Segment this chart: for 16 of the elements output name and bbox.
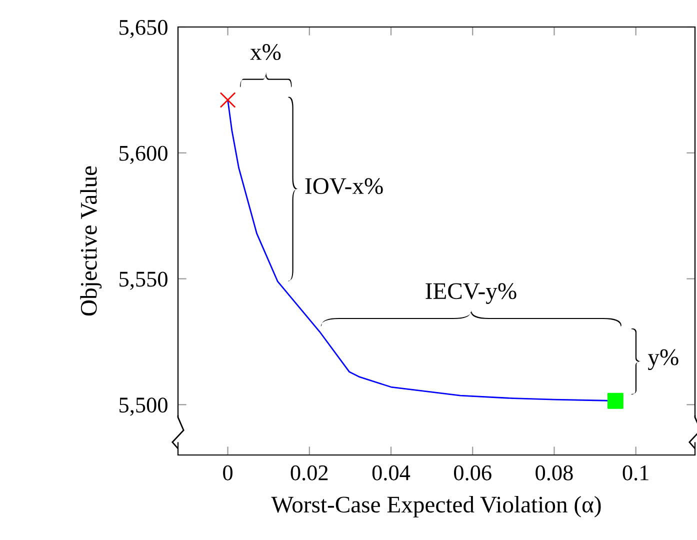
y-axis-title: Objective Value (80, 166, 102, 316)
y-tick-label: 5,500 (120, 398, 168, 416)
x-tick-label: 0.04 (372, 465, 410, 480)
x-tick-label: 0 (223, 465, 232, 480)
annotation: IECV-y% (426, 283, 516, 304)
x-tick-label: 0.02 (290, 465, 328, 480)
x-axis-title: Worst-Case Expected Violation (α) (271, 496, 601, 518)
y-tick-label: 5,650 (120, 20, 168, 38)
x-tick-label: 0.1 (622, 465, 648, 480)
y-tick-label: 5,550 (120, 272, 168, 290)
x-tick-label: 0.06 (454, 465, 492, 480)
y-tick-label: 5,600 (120, 146, 168, 164)
annotation: IOV-x% (305, 178, 383, 194)
annotation: y% (648, 349, 678, 370)
x-tick-label: 0.08 (536, 465, 573, 480)
annotation: x% (250, 44, 281, 60)
